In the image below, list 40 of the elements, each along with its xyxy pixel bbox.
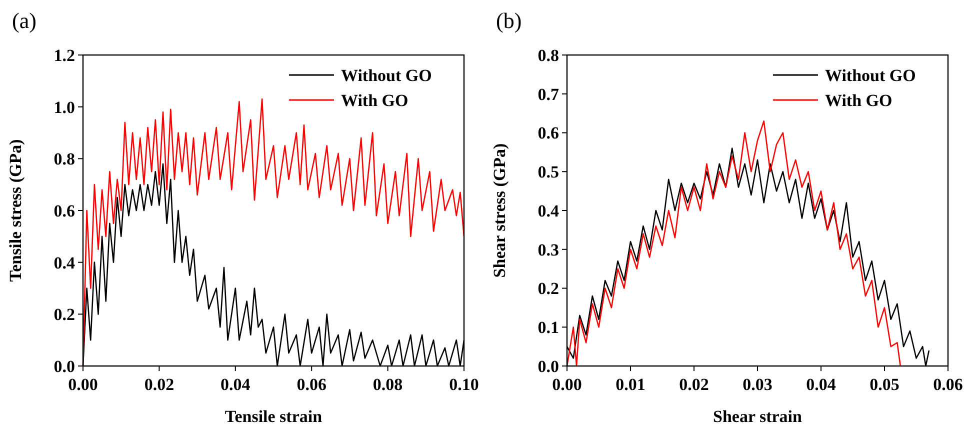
y-tick-label: 0.0: [538, 356, 559, 376]
y-axis-title: Shear stress (GPa): [490, 143, 509, 278]
y-tick-label: 0.8: [538, 46, 559, 65]
x-axis-title: Shear strain: [713, 407, 803, 426]
x-tick-label: 0.01: [616, 375, 646, 394]
y-tick-label: 0.3: [538, 240, 559, 260]
y-axis-title: Tensile stress (GPa): [6, 139, 25, 282]
line-series: [566, 120, 902, 367]
y-tick-label: 0.7: [538, 84, 560, 104]
x-tick-label: 0.02: [144, 375, 174, 394]
y-tick-label: 0.2: [54, 305, 75, 324]
x-tick-label: 0.08: [372, 375, 403, 394]
y-tick-label: 0.4: [54, 253, 76, 272]
x-tick-label: 0.02: [679, 375, 709, 394]
chart-title: (a): [12, 8, 36, 33]
y-tick-label: 0.6: [54, 201, 75, 220]
chart-title: (b): [496, 8, 522, 33]
legend-label: With GO: [341, 90, 408, 110]
legend-label: Without GO: [341, 66, 432, 85]
x-tick-label: 0.05: [870, 375, 900, 394]
y-tick-label: 0.2: [538, 279, 559, 298]
legend-label: Without GO: [825, 66, 916, 85]
y-tick-label: 1.2: [54, 46, 75, 65]
x-tick-label: 0.04: [806, 375, 836, 394]
y-tick-label: 0.0: [54, 356, 75, 376]
y-tick-label: 0.4: [538, 201, 560, 220]
x-tick-label: 0.03: [742, 375, 772, 394]
y-tick-label: 0.5: [538, 162, 559, 182]
legend-label: With GO: [825, 90, 892, 110]
x-tick-label: 0.00: [552, 375, 582, 394]
y-tick-label: 0.6: [538, 124, 559, 143]
x-axis-title: Tensile strain: [224, 407, 323, 426]
x-tick-label: 0.04: [220, 375, 251, 394]
x-tick-label: 0.10: [449, 375, 479, 394]
y-tick-label: 0.8: [54, 150, 75, 169]
x-tick-label: 0.06: [296, 375, 326, 394]
x-tick-label: 0.00: [68, 375, 98, 394]
x-tick-label: 0.06: [933, 375, 963, 394]
y-tick-label: 1.0: [54, 98, 75, 117]
y-tick-label: 0.1: [538, 318, 559, 338]
